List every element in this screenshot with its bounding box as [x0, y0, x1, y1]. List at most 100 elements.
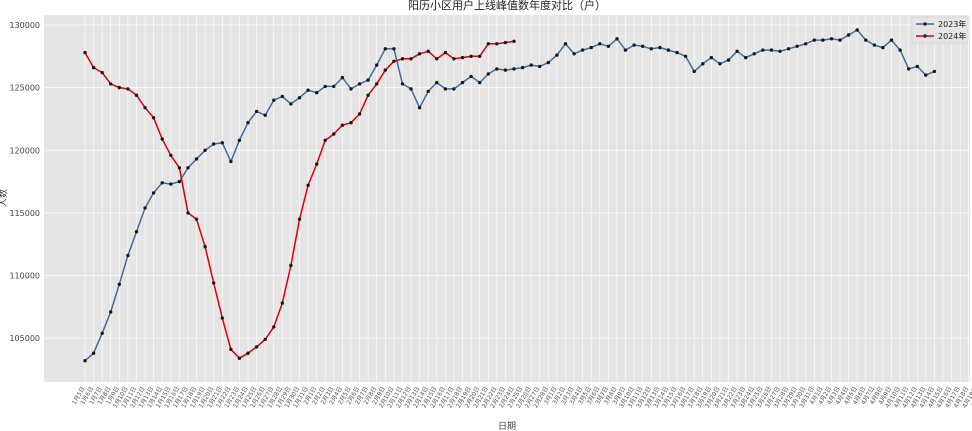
y-tick-label: 120000 — [9, 146, 40, 155]
data-point — [246, 351, 250, 355]
data-point — [254, 109, 259, 114]
data-point — [632, 43, 636, 47]
data-point — [375, 82, 379, 86]
legend-label-2023: 2023年 — [938, 19, 966, 29]
data-point — [126, 253, 130, 258]
data-point — [203, 245, 207, 249]
data-point — [280, 301, 284, 305]
data-point — [675, 50, 679, 55]
data-point — [915, 64, 919, 69]
data-point — [512, 67, 516, 71]
data-point — [855, 28, 859, 32]
data-point — [735, 49, 739, 53]
data-point — [718, 62, 722, 66]
data-point — [340, 75, 345, 80]
x-axis: 1月5日1月6日1月7日1月8日1月9日1月10日1月11日1月12日1月13日… — [71, 385, 972, 409]
data-point — [332, 84, 336, 89]
data-point — [134, 93, 139, 97]
series-lines — [83, 28, 937, 363]
y-axis-label: 人数 — [0, 189, 9, 207]
data-point — [366, 78, 370, 82]
chart-title: 阳历小区用户上线峰值数年度对比（户） — [408, 0, 606, 12]
plot-area — [44, 15, 970, 382]
data-point — [503, 40, 508, 45]
data-point — [100, 331, 104, 335]
data-point — [907, 67, 911, 71]
data-point — [383, 47, 387, 51]
data-point — [383, 68, 387, 72]
data-point — [469, 54, 473, 58]
y-tick-label: 130000 — [9, 21, 40, 30]
data-point — [289, 263, 293, 268]
data-point — [769, 48, 774, 52]
data-point — [426, 89, 430, 94]
data-point — [357, 112, 362, 116]
data-point — [83, 359, 87, 363]
data-point — [804, 42, 808, 46]
data-point — [151, 191, 156, 195]
legend-marker-2023 — [923, 22, 927, 26]
data-point — [151, 116, 156, 120]
data-point — [812, 38, 816, 42]
data-point — [838, 38, 842, 42]
data-point — [469, 74, 473, 79]
y-axis: 105000 110000 115000 120000 125000 130000 — [9, 21, 40, 343]
data-point — [332, 132, 336, 136]
data-point — [340, 123, 345, 127]
data-point — [143, 206, 147, 210]
x-axis-label: 日期 — [498, 421, 516, 431]
data-point — [143, 106, 147, 110]
data-point — [366, 93, 370, 97]
legend: 2023年 2024年 — [911, 16, 969, 44]
data-point — [254, 345, 259, 349]
data-point — [563, 42, 568, 46]
data-point — [426, 49, 430, 53]
data-point — [701, 62, 705, 66]
data-point — [323, 138, 327, 142]
data-point — [615, 37, 619, 41]
data-point — [538, 64, 542, 69]
data-point — [83, 50, 87, 55]
data-point — [91, 351, 96, 355]
data-point — [220, 316, 224, 320]
data-point — [117, 282, 122, 286]
data-point — [177, 166, 182, 170]
data-point — [237, 356, 242, 360]
data-point — [443, 87, 448, 91]
data-point — [169, 182, 173, 186]
data-point — [109, 310, 113, 314]
data-point — [289, 102, 293, 106]
data-point — [580, 48, 585, 52]
data-point — [872, 43, 877, 47]
data-point — [683, 54, 688, 58]
data-point — [357, 82, 362, 86]
data-point — [229, 347, 233, 352]
data-point — [409, 87, 413, 91]
data-point — [881, 45, 885, 50]
data-point — [795, 44, 799, 48]
data-point — [186, 166, 190, 170]
data-point — [778, 49, 782, 53]
y-tick-label: 125000 — [9, 84, 40, 93]
data-point — [478, 80, 482, 85]
data-point — [212, 281, 216, 285]
data-point — [623, 48, 628, 52]
data-point — [726, 58, 731, 62]
data-point — [220, 141, 224, 145]
data-point — [486, 72, 490, 76]
data-point — [306, 88, 310, 92]
data-point — [349, 87, 353, 91]
data-point — [237, 138, 242, 142]
data-point — [572, 52, 576, 56]
grid — [44, 15, 970, 382]
data-point — [203, 148, 207, 152]
legend-marker-2024 — [923, 34, 927, 38]
series-line-2023年 — [84, 29, 935, 362]
data-point — [649, 47, 653, 51]
data-point — [263, 337, 267, 342]
data-point — [194, 217, 199, 221]
data-point — [452, 57, 456, 61]
data-point — [186, 211, 190, 215]
data-point — [263, 113, 267, 117]
